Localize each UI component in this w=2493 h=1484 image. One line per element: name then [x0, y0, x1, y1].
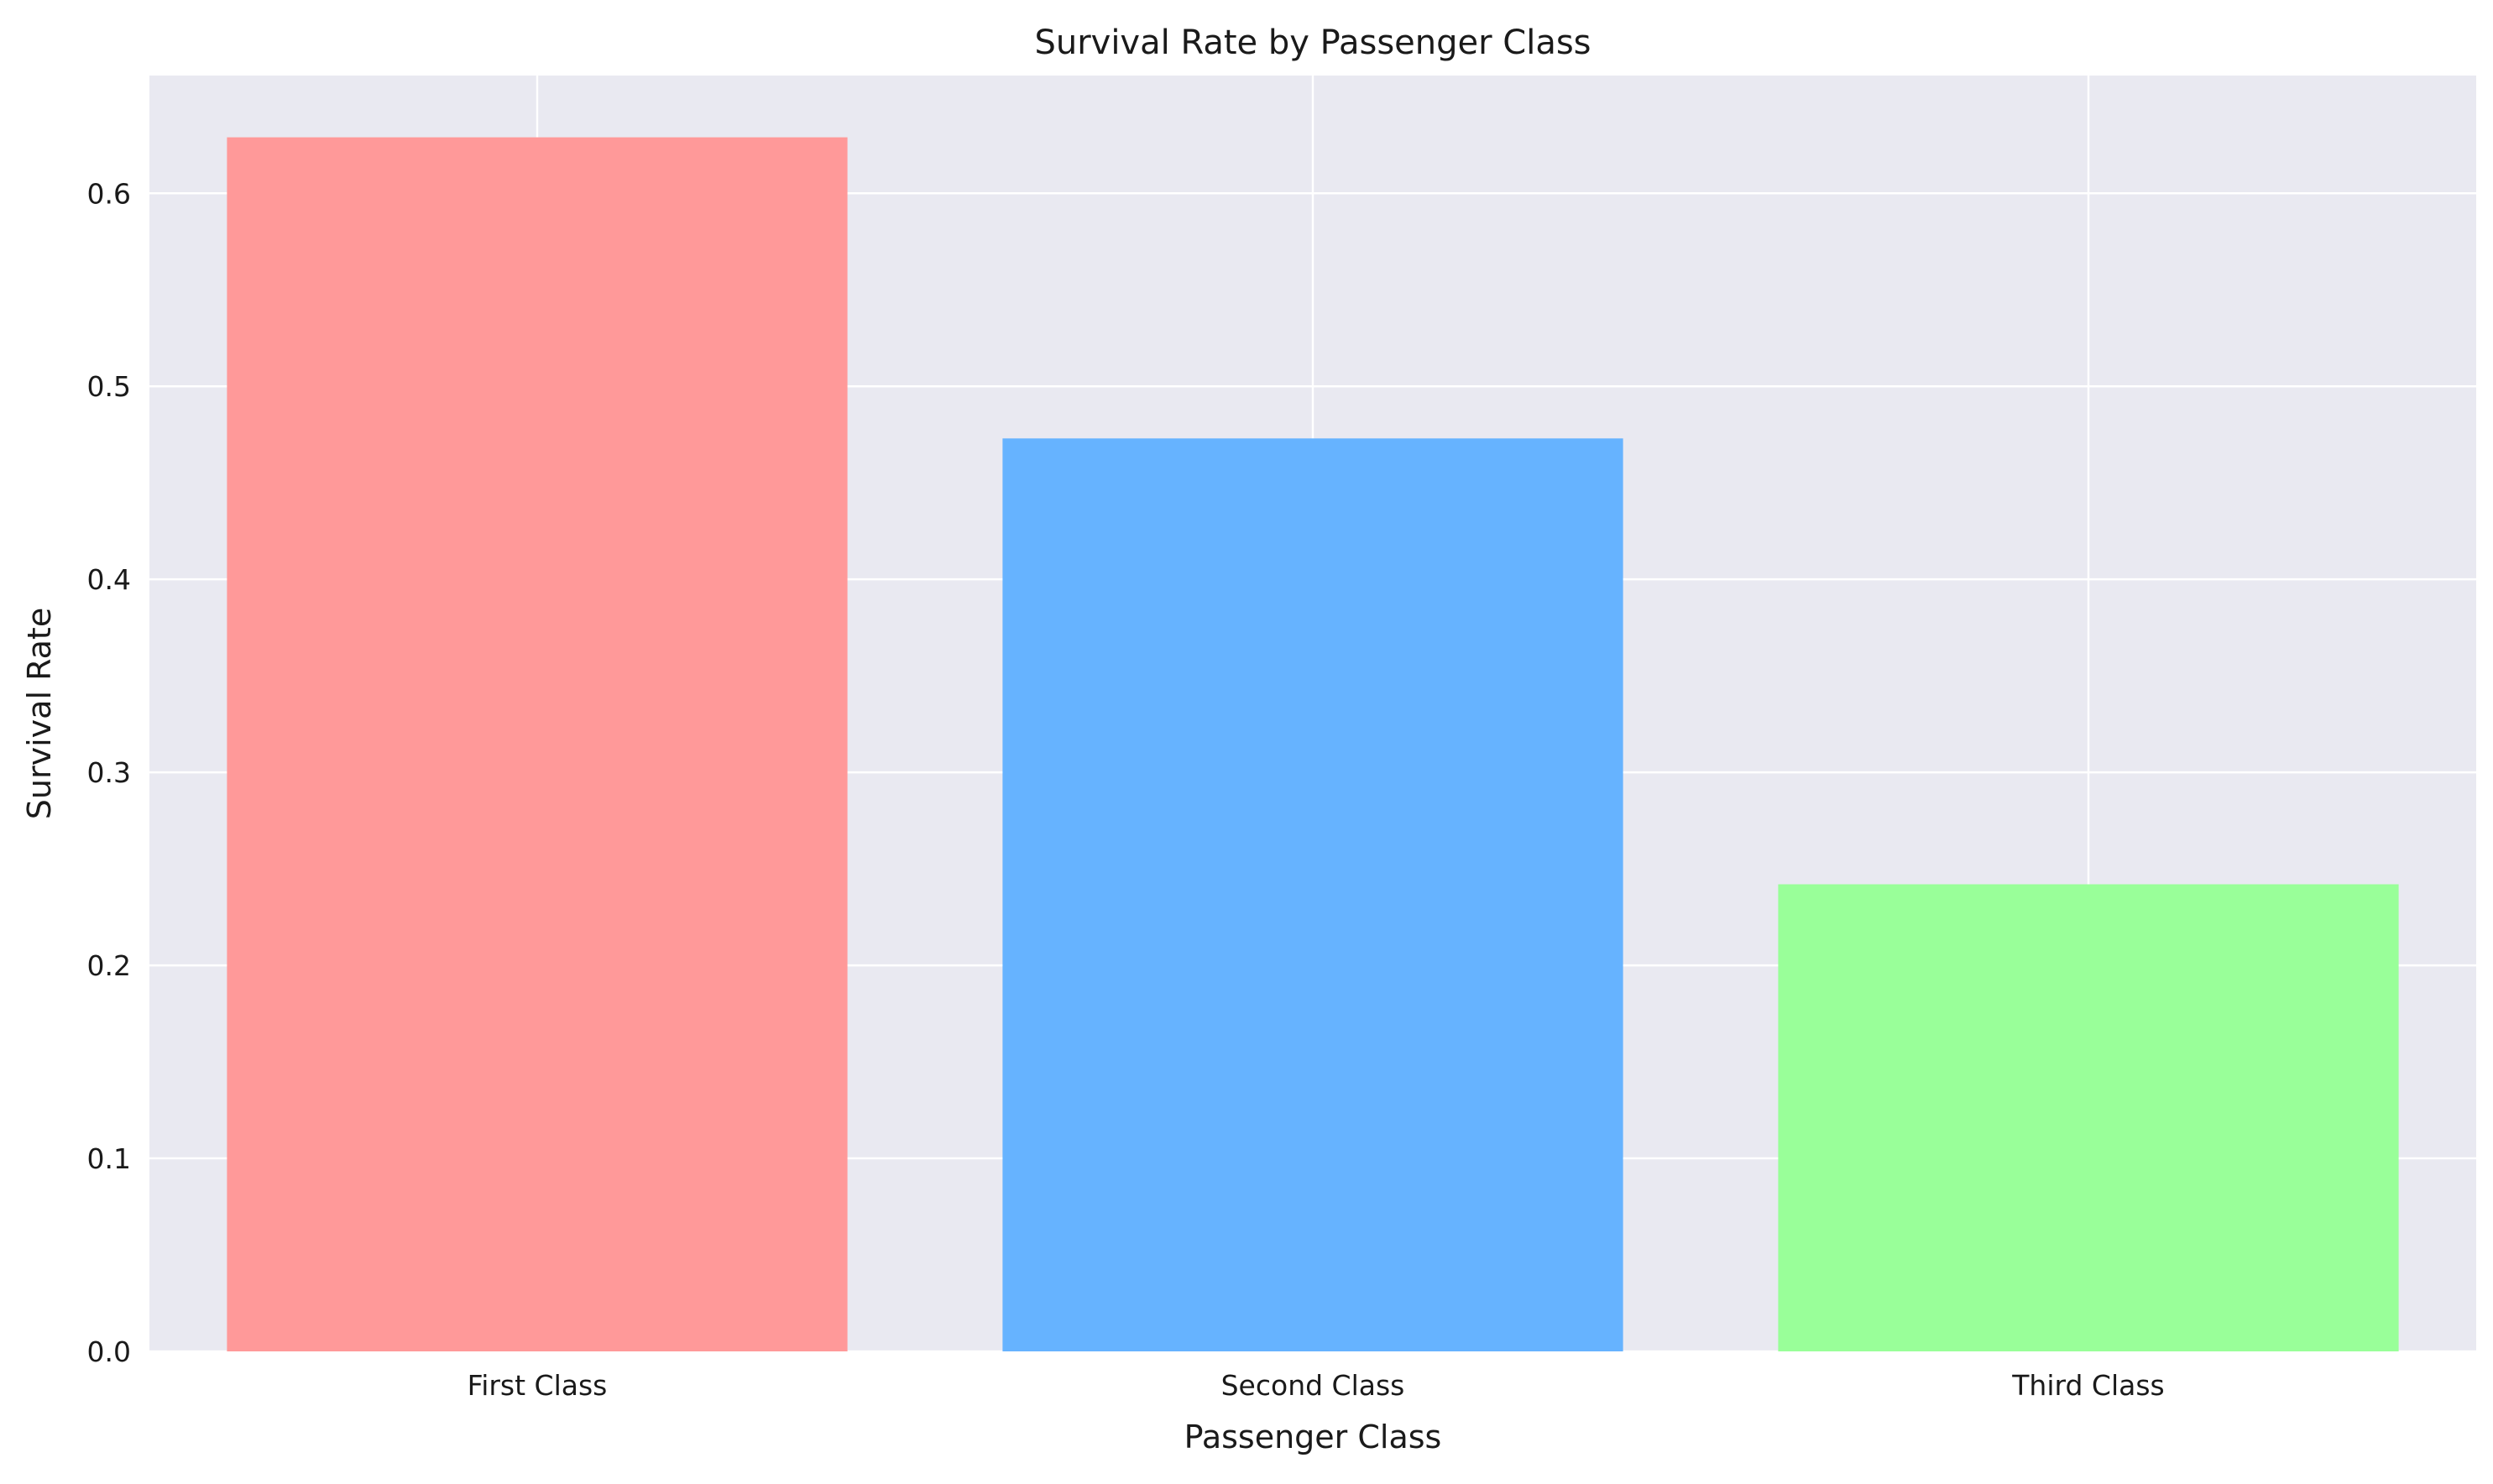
y-tick-label: 0.6	[87, 177, 131, 210]
x-tick-label: Second Class	[1221, 1369, 1405, 1402]
bar-third-class	[1778, 884, 2399, 1351]
y-tick-label: 0.0	[87, 1335, 131, 1368]
y-tick-label: 0.5	[87, 370, 131, 403]
bar-first-class	[227, 137, 848, 1352]
chart-title: Survival Rate by Passenger Class	[1034, 24, 1591, 62]
y-tick-label: 0.4	[87, 563, 131, 596]
bar-second-class	[1002, 438, 1623, 1351]
x-tick-label: Third Class	[2011, 1369, 2164, 1402]
x-tick-labels: First Class Second Class Third Class	[468, 1369, 2165, 1402]
y-tick-label: 0.2	[87, 949, 131, 982]
y-tick-label: 0.3	[87, 756, 131, 789]
y-tick-label: 0.1	[87, 1142, 131, 1175]
x-tick-label: First Class	[468, 1369, 608, 1402]
bars	[227, 137, 2399, 1352]
y-tick-labels: 0.0 0.1 0.2 0.3 0.4 0.5 0.6	[87, 177, 131, 1368]
x-axis-label: Passenger Class	[1184, 1419, 1442, 1455]
y-axis-label: Survival Rate	[21, 608, 58, 819]
